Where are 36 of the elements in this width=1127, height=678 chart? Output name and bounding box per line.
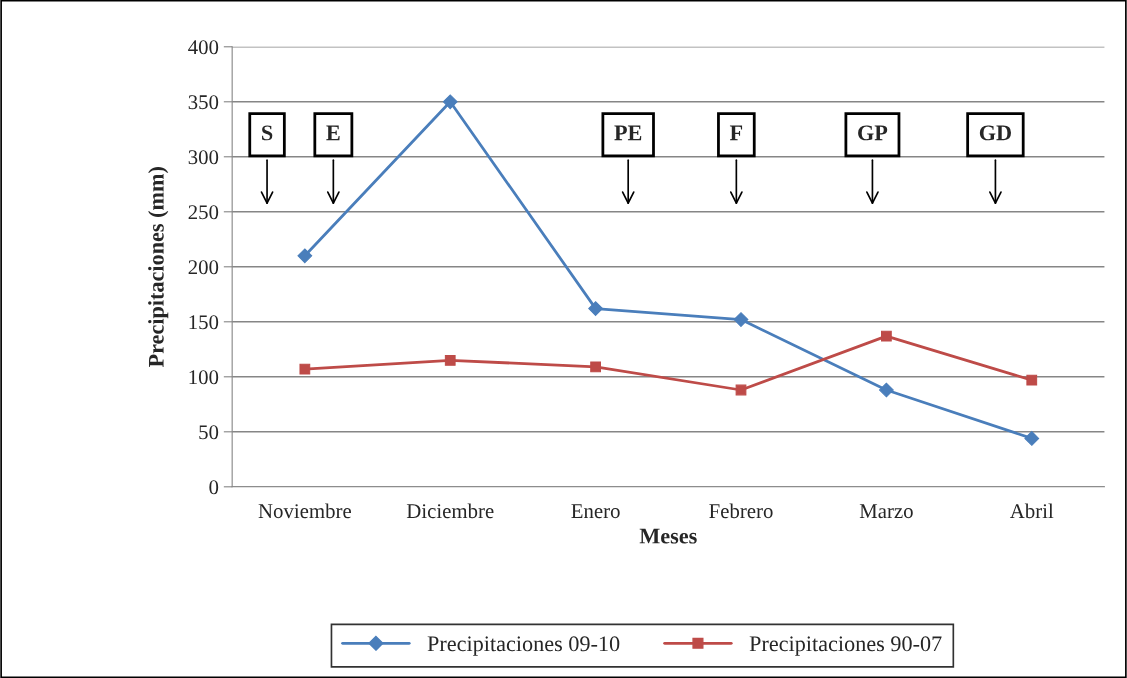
annotation: F (729, 125, 743, 141)
legend-label: Precipitaciones 90-07 (749, 636, 942, 656)
x-tick-label: Enero (571, 504, 620, 519)
y-tick-label: 400 (188, 40, 219, 55)
point (590, 361, 601, 373)
point (1024, 431, 1040, 446)
annotation: PE (614, 125, 642, 141)
legend-label: Precipitaciones 09-10 (427, 636, 620, 656)
y-tick-label: 200 (188, 260, 219, 275)
x-tick-label: Noviembre (258, 503, 351, 519)
point (299, 363, 311, 375)
annotation: GP (858, 125, 888, 141)
annotation: S (262, 125, 273, 141)
y-tick-label: 300 (188, 150, 219, 165)
y-tick-label: 150 (189, 315, 219, 330)
point (444, 354, 456, 366)
annotation: E (326, 125, 340, 141)
y-tick-label: 250 (188, 205, 219, 220)
point (442, 94, 458, 110)
x-tick-label: Abril (1009, 503, 1054, 519)
y-axis-title: Precipitaciones (mm) (148, 167, 169, 368)
point (297, 248, 313, 264)
x-axis-title: Meses (639, 528, 697, 544)
y-tick-label: 100 (189, 370, 219, 385)
point (1026, 374, 1038, 386)
annotation: GD (979, 125, 1011, 141)
point (881, 330, 892, 342)
point (878, 382, 894, 398)
x-tick-label: Marzo (859, 504, 913, 519)
point (588, 301, 604, 316)
y-tick-label: 50 (199, 425, 219, 440)
y-tick-label: 350 (188, 95, 219, 110)
point (733, 312, 749, 327)
y-tick-label: 0 (209, 480, 219, 495)
x-tick-label: Febrero (709, 503, 773, 519)
x-tick-label: Diciembre (406, 503, 494, 519)
